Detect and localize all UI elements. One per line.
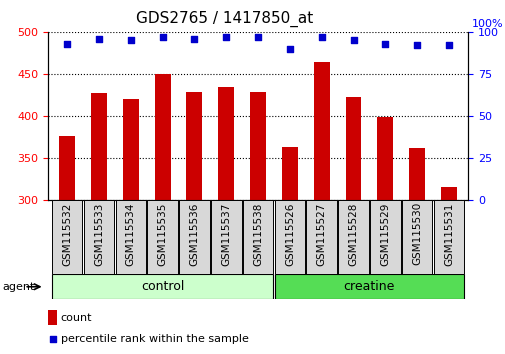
Bar: [369, 200, 400, 274]
Text: GSM115536: GSM115536: [189, 202, 199, 266]
Point: [95, 36, 103, 41]
Point: [285, 46, 293, 52]
Point: [254, 34, 262, 40]
Text: GSM115527: GSM115527: [316, 202, 326, 266]
Bar: [377, 117, 392, 200]
Point: [63, 41, 71, 46]
Text: GSM115538: GSM115538: [252, 202, 263, 266]
Text: GSM115533: GSM115533: [94, 202, 104, 266]
Bar: [313, 62, 329, 200]
Text: GSM115530: GSM115530: [412, 202, 421, 266]
Text: 100%: 100%: [471, 19, 503, 29]
Bar: [52, 274, 273, 299]
Point: [412, 42, 420, 48]
Text: GSM115528: GSM115528: [348, 202, 358, 266]
Text: GSM115529: GSM115529: [380, 202, 389, 266]
Text: count: count: [61, 313, 92, 322]
Text: GSM115534: GSM115534: [126, 202, 135, 266]
Text: control: control: [141, 280, 184, 293]
Bar: [281, 147, 297, 200]
Text: creatine: creatine: [343, 280, 394, 293]
Text: agent: agent: [3, 282, 35, 292]
Text: GSM115537: GSM115537: [221, 202, 231, 266]
Bar: [179, 200, 209, 274]
Bar: [337, 200, 368, 274]
Bar: [306, 200, 336, 274]
Point: [222, 34, 230, 40]
Text: GSM115526: GSM115526: [284, 202, 294, 266]
Bar: [211, 200, 241, 274]
Text: percentile rank within the sample: percentile rank within the sample: [61, 334, 248, 344]
Bar: [440, 187, 456, 200]
Bar: [91, 93, 107, 200]
Point: [349, 38, 357, 43]
Bar: [433, 200, 463, 274]
Bar: [147, 200, 178, 274]
Point: [190, 36, 198, 41]
Point: [158, 34, 166, 40]
Bar: [52, 200, 82, 274]
Bar: [186, 92, 202, 200]
Point: [317, 34, 325, 40]
Point: [126, 38, 134, 43]
Text: GDS2765 / 1417850_at: GDS2765 / 1417850_at: [135, 11, 313, 27]
Bar: [123, 99, 138, 200]
Text: GSM115535: GSM115535: [157, 202, 167, 266]
Bar: [274, 200, 305, 274]
Bar: [48, 310, 57, 325]
Bar: [218, 87, 234, 200]
Bar: [345, 97, 361, 200]
Text: GSM115531: GSM115531: [443, 202, 453, 266]
Point: [381, 41, 389, 46]
Text: GSM115532: GSM115532: [62, 202, 72, 266]
Point: [48, 336, 57, 342]
Point: [444, 42, 452, 48]
Bar: [59, 136, 75, 200]
Bar: [249, 92, 266, 200]
Bar: [274, 274, 463, 299]
Bar: [83, 200, 114, 274]
Bar: [409, 148, 424, 200]
Bar: [155, 74, 170, 200]
Bar: [401, 200, 432, 274]
Bar: [115, 200, 146, 274]
Bar: [242, 200, 273, 274]
